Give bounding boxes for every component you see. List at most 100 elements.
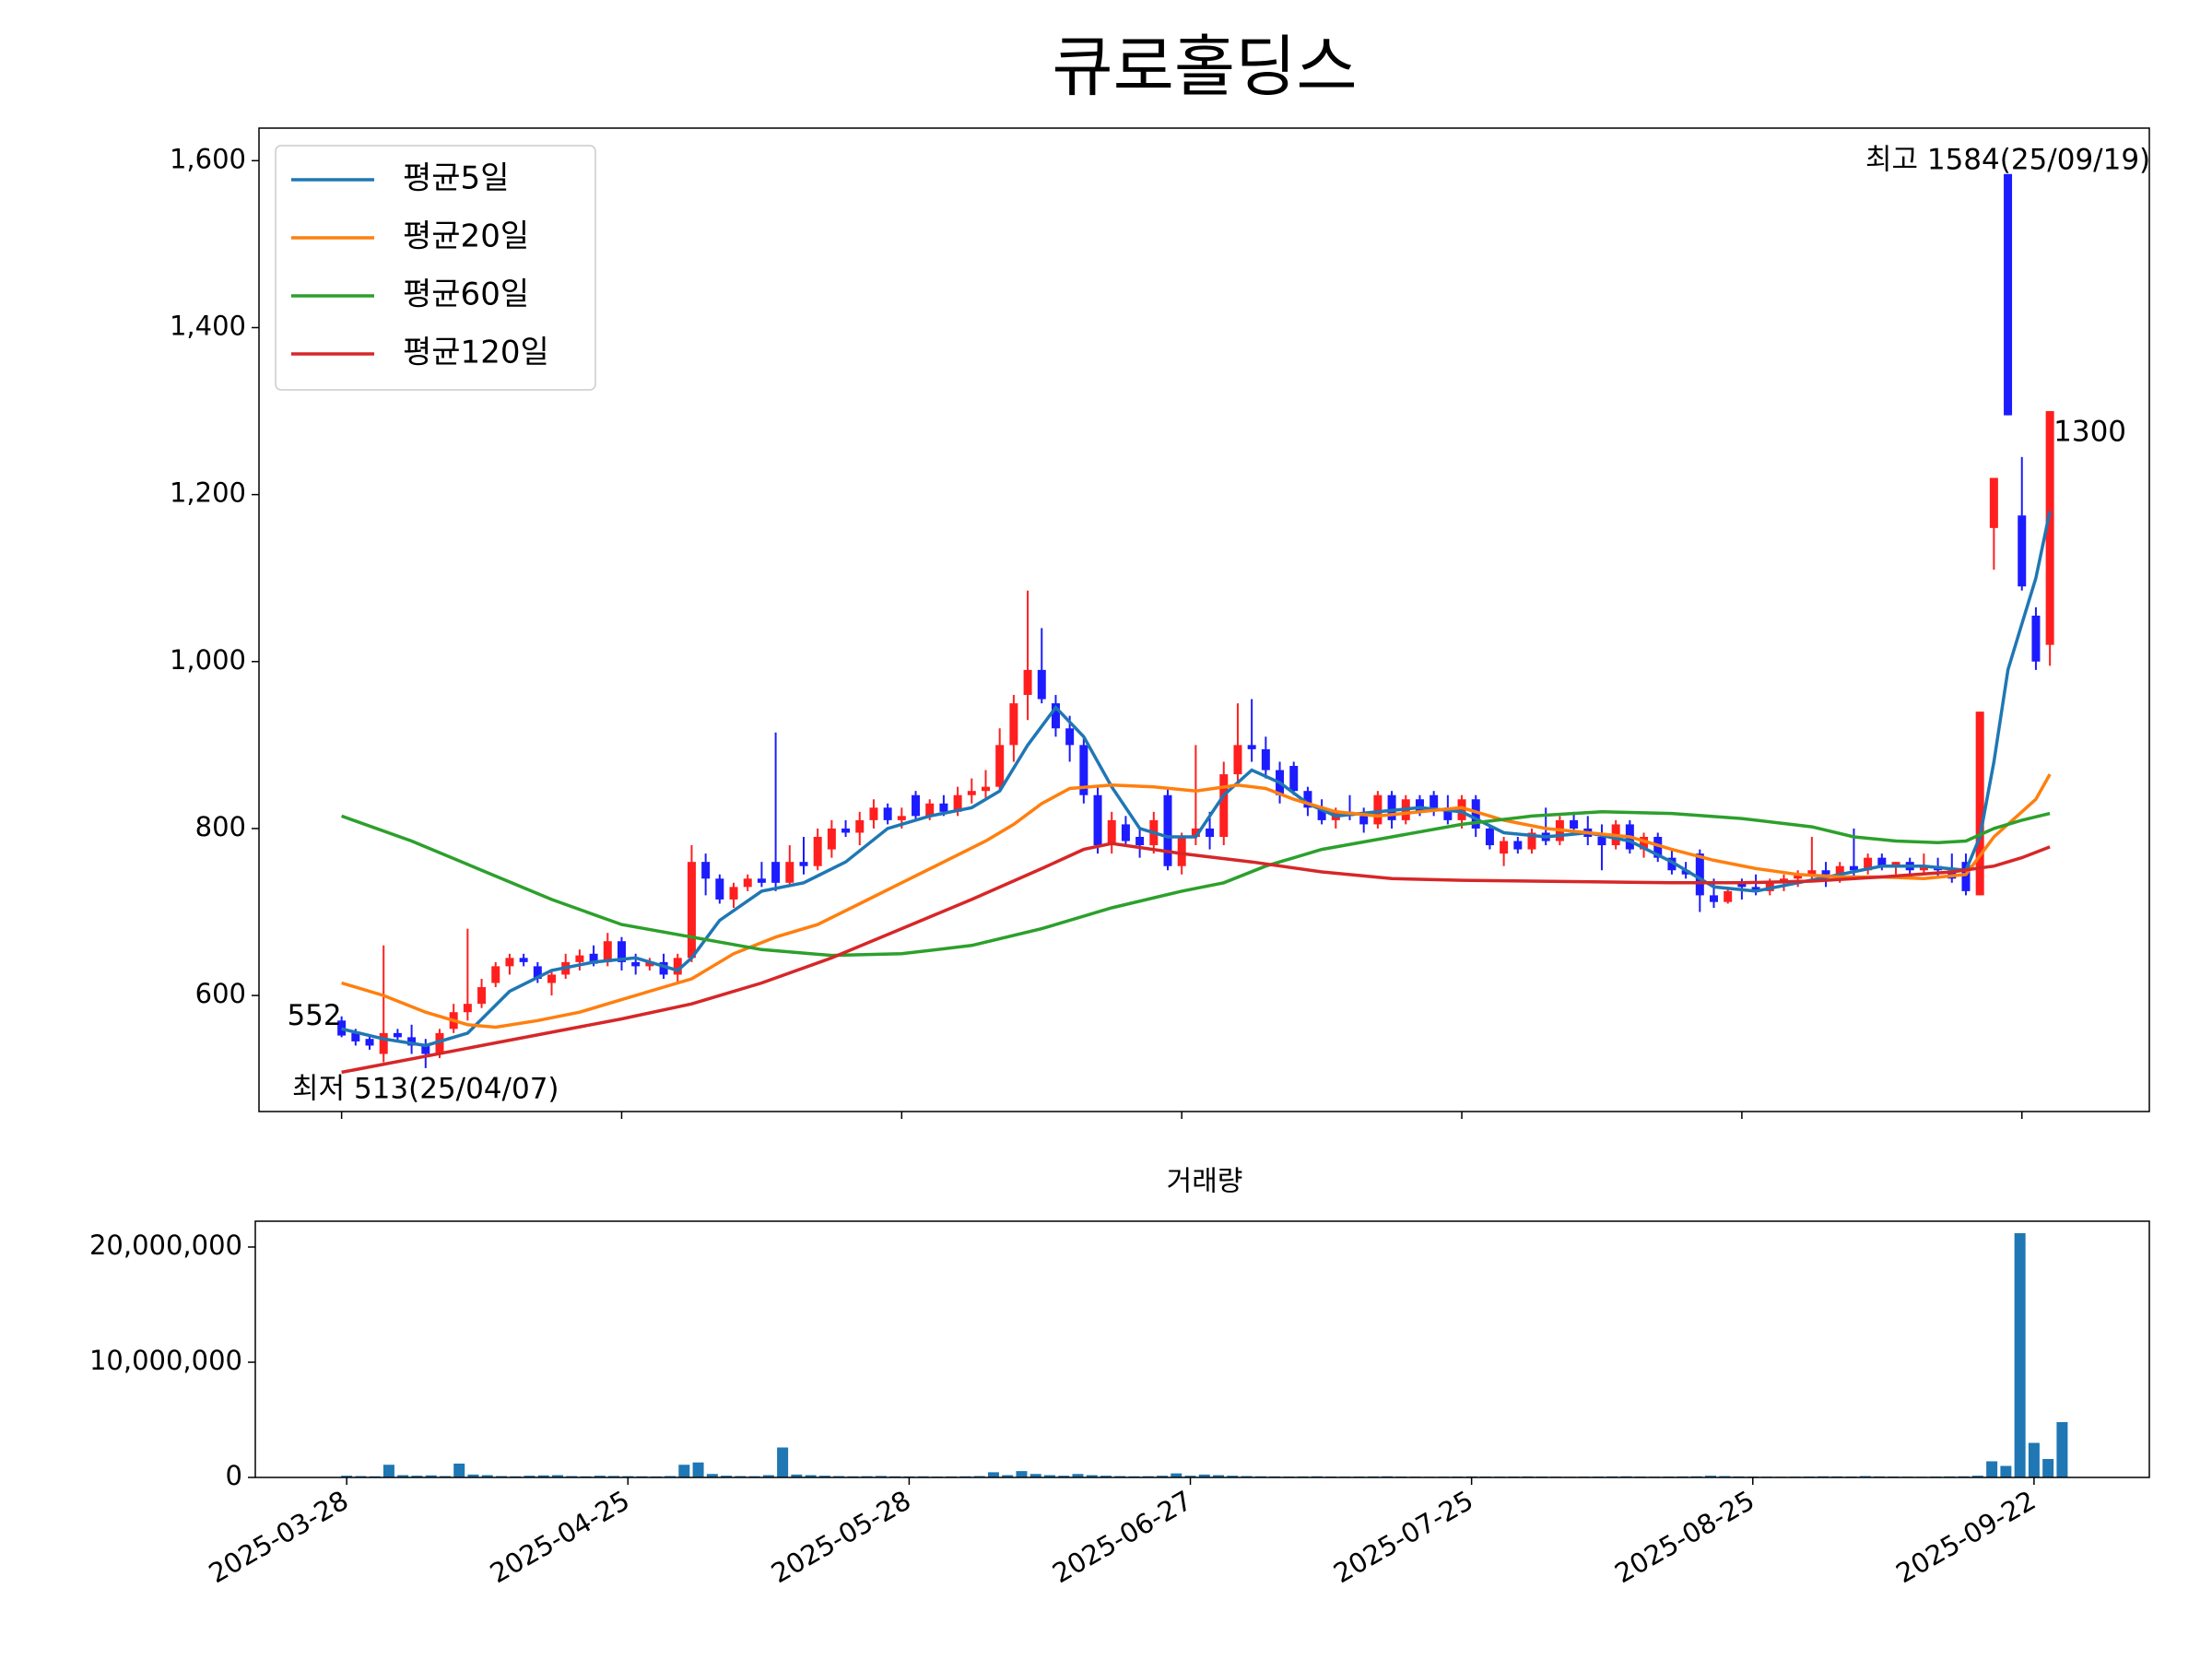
volume-bar	[1971, 1476, 1983, 1477]
candle-body	[1877, 857, 1887, 866]
volume-bar	[678, 1465, 690, 1477]
volume-bar	[1058, 1476, 1070, 1477]
volume-bar	[1157, 1476, 1169, 1477]
candle-body	[1443, 807, 1453, 820]
ma-line	[341, 511, 2052, 1048]
axes-frame	[258, 127, 2150, 1112]
candle-body	[855, 819, 865, 833]
volume-bar	[481, 1475, 493, 1477]
candle-body	[1359, 816, 1369, 825]
volume-bar	[1086, 1475, 1098, 1477]
candle-body	[337, 1020, 347, 1036]
candle-body	[1975, 712, 1984, 896]
y-tick-label: 1,200	[170, 477, 246, 509]
candle-body	[1695, 853, 1704, 896]
candle-body	[491, 966, 500, 983]
candle-body	[1163, 794, 1172, 866]
volume-bar	[1227, 1476, 1239, 1477]
legend-label: 평균5일	[403, 160, 509, 197]
volume-bar	[1198, 1474, 1210, 1477]
first-close-label: 552	[287, 999, 341, 1032]
volume-bar	[1030, 1474, 1041, 1477]
volume-bar	[608, 1476, 620, 1477]
candle-body	[1177, 837, 1186, 866]
volume-bar	[706, 1474, 718, 1477]
candle-body	[1191, 828, 1200, 838]
candle-body	[1303, 791, 1312, 808]
candle-body	[519, 958, 528, 962]
candle-body	[1373, 794, 1382, 825]
volume-bar	[1100, 1476, 1112, 1477]
candle-body	[603, 941, 612, 962]
candle-body	[813, 837, 822, 866]
volume-bar	[762, 1475, 774, 1477]
candle-body	[407, 1037, 417, 1046]
y-tick-label: 20,000,000	[89, 1230, 242, 1261]
volume-bar	[721, 1476, 733, 1477]
y-tick-label: 800	[195, 811, 246, 842]
candle-body	[617, 941, 626, 962]
candle-body	[379, 1032, 388, 1054]
candle-body	[1317, 807, 1326, 820]
candle-body	[351, 1032, 360, 1041]
candle-body	[393, 1032, 402, 1038]
candle-body	[477, 987, 487, 1005]
volume-bar	[1213, 1475, 1225, 1477]
volume-bar	[1016, 1471, 1028, 1477]
volume-title: 거래량	[1167, 1166, 1243, 1198]
high-annotation: 최고 1584(25/09/19)	[1865, 143, 2150, 176]
candle-body	[1653, 837, 1663, 858]
candle-body	[2031, 615, 2041, 662]
volume-bar	[594, 1476, 606, 1477]
candle-body	[1681, 870, 1690, 875]
candle-body	[1135, 837, 1145, 846]
volume-bar	[791, 1474, 803, 1477]
volume-bar	[382, 1465, 394, 1477]
candle-body	[1835, 865, 1844, 875]
candle-body	[1457, 799, 1466, 820]
candle-body	[687, 862, 696, 959]
candle-body	[785, 862, 794, 883]
candle-body	[883, 807, 892, 820]
candle-body	[1233, 745, 1242, 775]
candle-body	[645, 961, 654, 967]
volume-bar	[552, 1475, 564, 1477]
volume-bar	[2056, 1422, 2068, 1477]
candle-body	[1821, 870, 1830, 875]
candle-body	[827, 828, 836, 850]
candle-body	[757, 878, 766, 883]
candle-body	[1527, 832, 1536, 850]
volume-bar	[467, 1474, 479, 1477]
candle-body	[1891, 862, 1900, 866]
candle-body	[1570, 819, 1579, 829]
volume-bar	[1184, 1476, 1196, 1477]
candle-body	[1794, 874, 1803, 879]
volume-bar	[524, 1476, 535, 1477]
candle-body	[659, 961, 668, 975]
y-tick-label: 1,600	[170, 143, 246, 174]
candle-body	[1500, 841, 1509, 854]
volume-bar	[537, 1475, 549, 1477]
candle-body	[1640, 837, 1649, 850]
candle-body	[2018, 515, 2027, 587]
candle-body	[912, 794, 921, 817]
candle-body	[995, 745, 1005, 787]
volume-bar	[1705, 1476, 1717, 1477]
candle-body	[1093, 794, 1102, 846]
candle-body	[1387, 794, 1396, 820]
ma-line	[341, 773, 2052, 1030]
volume-bar	[1986, 1461, 1998, 1477]
candle-body	[1919, 865, 1928, 871]
candle-body	[715, 878, 724, 900]
candle-body	[729, 887, 738, 900]
candle-body	[421, 1045, 430, 1054]
candle-body	[673, 958, 682, 975]
y-tick-label: 1,400	[170, 310, 246, 341]
candle-body	[1219, 774, 1229, 838]
candle-body	[1107, 819, 1116, 846]
candle-body	[1121, 824, 1130, 841]
legend-label: 평균20일	[403, 218, 529, 255]
candle-body	[1065, 728, 1075, 746]
